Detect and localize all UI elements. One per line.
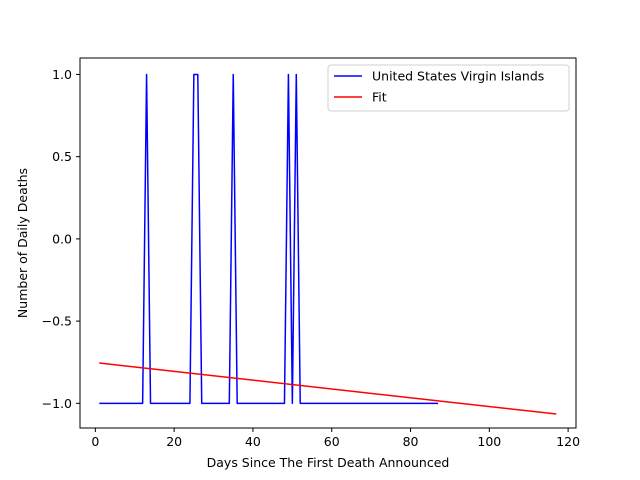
x-axis: 0 20 40 60 80 100 120 (91, 428, 580, 449)
y-axis-label: Number of Daily Deaths (15, 168, 30, 318)
legend-label-fit: Fit (372, 90, 387, 105)
y-tick-label: 0.5 (52, 149, 72, 164)
legend-box (327, 64, 570, 112)
x-axis-label: Days Since The First Death Announced (207, 455, 450, 470)
legend-label-united-states-virgin-islands: United States Virgin Islands (372, 69, 544, 84)
plot-lines (99, 73, 557, 415)
plot-area-frame (79, 57, 577, 429)
x-tick-label: 0 (91, 434, 99, 449)
y-tick-label: 0.0 (52, 231, 72, 246)
series-line-fit (99, 362, 557, 415)
x-tick-label: 60 (324, 434, 340, 449)
legend: United States Virgin Islands Fit (327, 64, 570, 112)
x-tick-label: 120 (556, 434, 580, 449)
x-tick-label: 40 (245, 434, 261, 449)
y-tick-label: 1.0 (52, 67, 72, 82)
y-axis: −1.0 −0.5 0.0 0.5 1.0 (42, 67, 80, 411)
y-tick-label: −0.5 (42, 314, 72, 329)
series-line-united-states-virgin-islands (99, 73, 439, 405)
x-tick-label: 20 (166, 434, 182, 449)
y-tick-label: −1.0 (42, 396, 72, 411)
x-tick-label: 80 (403, 434, 419, 449)
x-tick-label: 100 (477, 434, 501, 449)
